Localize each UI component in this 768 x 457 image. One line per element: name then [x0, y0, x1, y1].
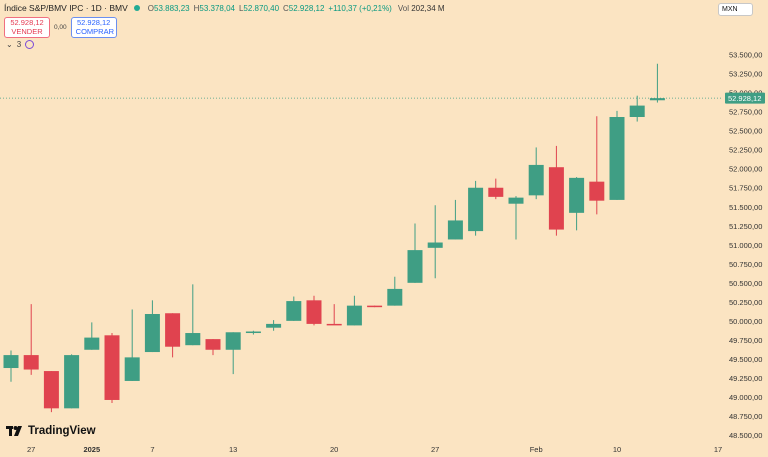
candle-body-up: [144, 314, 160, 353]
y-tick-label: 53.250,00: [729, 70, 762, 79]
last-price-label-bg: [725, 92, 765, 104]
candle-body-down: [43, 371, 59, 409]
y-tick-label: 52.500,00: [729, 127, 762, 136]
y-tick-label: 52.750,00: [729, 108, 762, 117]
x-tick-label: 27: [27, 445, 35, 454]
candle-body-up: [245, 331, 261, 334]
candle-body-up: [286, 301, 302, 321]
candle-body-up: [124, 357, 140, 381]
y-tick-label: 52.250,00: [729, 146, 762, 155]
tradingview-logo-icon: [6, 425, 22, 436]
indicator-circle-icon: [25, 40, 35, 49]
candle-body-up: [225, 332, 241, 350]
y-tick-label: 50.500,00: [729, 279, 762, 288]
spread-value: 0,00: [54, 24, 67, 31]
y-tick-label: 50.250,00: [729, 298, 762, 307]
x-tick-label: 17: [714, 445, 722, 454]
y-tick-label: 52.000,00: [729, 165, 762, 174]
y-tick-label: 50.750,00: [729, 260, 762, 269]
candle-body-down: [488, 187, 504, 197]
candle-body-up: [508, 197, 524, 204]
volume-readout: Vol 202,34 M: [397, 3, 445, 13]
indicators-toggle[interactable]: ⌄ 3: [6, 40, 35, 49]
candle-body-down: [326, 323, 342, 326]
x-tick-label: 27: [431, 445, 439, 454]
candle-body-up: [649, 98, 665, 101]
candle-body-up: [468, 187, 484, 232]
candle-body-up: [84, 337, 100, 350]
candle-body-down: [165, 313, 181, 347]
buy-button[interactable]: 52.928,12 COMPRAR: [70, 17, 117, 38]
y-tick-label: 50.000,00: [729, 317, 762, 326]
symbol-title[interactable]: Índice S&P/BMV IPC · 1D · BMV: [4, 3, 128, 13]
sell-price: 52.928,12: [10, 18, 44, 27]
candle-body-up: [427, 242, 443, 248]
candle-body-up: [528, 164, 544, 196]
y-tick-label: 48.500,00: [729, 431, 762, 440]
y-tick-label: 51.750,00: [729, 184, 762, 193]
candle-body-up: [185, 333, 201, 346]
y-tick-label: 49.500,00: [729, 355, 762, 364]
last-price-label: 52.928,12: [728, 94, 761, 103]
candle-body-down: [367, 305, 383, 308]
ohlc-change: +110,37 (+0,21%): [328, 3, 392, 13]
candle-body-up: [447, 220, 463, 240]
x-tick-label: 2025: [83, 445, 100, 454]
chart-header: Índice S&P/BMV IPC · 1D · BMV O53.883,23…: [4, 3, 445, 13]
trade-panel: 52.928,12 VENDER 0,00 52.928,12 COMPRAR: [4, 17, 117, 38]
tradingview-logo[interactable]: TradingView: [6, 425, 96, 437]
candle-body-up: [569, 177, 585, 213]
indicator-count: 3: [16, 40, 22, 49]
candle-body-down: [548, 167, 564, 230]
candle-body-down: [306, 300, 322, 324]
ohlc-close: C52.928,12: [283, 3, 325, 13]
y-tick-label: 53.500,00: [729, 51, 762, 60]
x-tick-label: 10: [613, 445, 621, 454]
y-tick-label: 51.000,00: [729, 241, 762, 250]
ohlc-legend: O53.883,23 H53.378,04 L52.870,40 C52.928…: [148, 4, 392, 13]
x-tick-label: 20: [330, 445, 338, 454]
currency-selector[interactable]: MXN: [718, 3, 753, 16]
ohlc-open: O53.883,23: [147, 3, 190, 13]
chevron-down-icon: ⌄: [6, 40, 13, 49]
candle-body-up: [407, 250, 423, 283]
candle-body-up: [64, 355, 80, 409]
y-tick-label: 48.750,00: [729, 412, 762, 421]
buy-label: COMPRAR: [75, 26, 114, 36]
logo-text: TradingView: [28, 425, 96, 437]
sell-label: VENDER: [11, 26, 43, 36]
candle-body-down: [104, 335, 120, 400]
buy-price: 52.928,12: [76, 18, 111, 27]
ohlc-high: H53.378,04: [193, 3, 235, 13]
y-tick-label: 51.500,00: [729, 203, 762, 212]
candle-body-down: [205, 339, 221, 350]
y-tick-label: 49.750,00: [729, 336, 762, 345]
y-tick-label: 49.250,00: [729, 374, 762, 383]
market-open-icon: [133, 5, 140, 11]
candle-body-up: [629, 105, 645, 117]
sell-button[interactable]: 52.928,12 VENDER: [4, 17, 50, 38]
candle-body-up: [346, 305, 362, 326]
x-tick-label: 7: [150, 445, 154, 454]
candle-body-down: [589, 181, 605, 201]
x-tick-label: Feb: [530, 445, 543, 454]
y-tick-label: 51.250,00: [729, 222, 762, 231]
ohlc-low: L52.870,40: [238, 3, 280, 13]
x-tick-label: 13: [229, 445, 237, 454]
candle-body-up: [266, 323, 282, 328]
candle-body-up: [387, 288, 403, 306]
candle-body-up: [3, 355, 19, 369]
candle-body-up: [609, 116, 625, 200]
y-tick-label: 49.000,00: [729, 393, 762, 402]
candle-body-down: [23, 355, 39, 370]
